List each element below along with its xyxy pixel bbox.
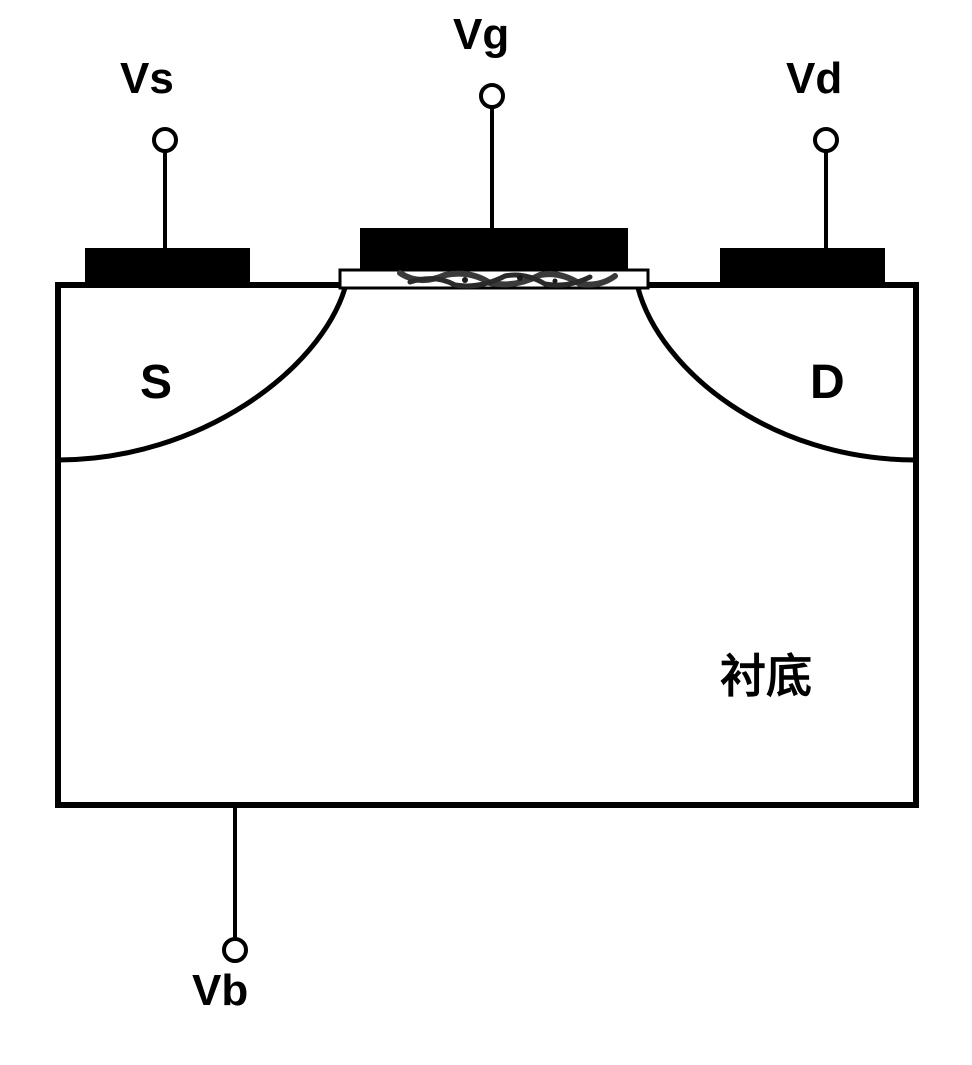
diagram-svg (0, 0, 972, 1060)
source-region-label: S (140, 355, 172, 410)
vg-label: Vg (453, 10, 509, 60)
source-contact (85, 248, 250, 288)
substrate-label: 衬底 (720, 640, 812, 706)
vb-terminal (224, 939, 246, 961)
gate-electrode (360, 228, 628, 270)
drain-contact (720, 248, 885, 288)
vg-terminal (481, 85, 503, 107)
vd-terminal (815, 129, 837, 151)
vd-label: Vd (786, 54, 842, 104)
vs-label: Vs (120, 54, 174, 104)
vs-terminal (154, 129, 176, 151)
vb-label: Vb (192, 966, 248, 1016)
drain-region-label: D (810, 355, 845, 410)
substrate-box (58, 285, 916, 805)
mosfet-diagram: Vg Vs Vd Vb S D 衬底 (0, 0, 972, 1060)
